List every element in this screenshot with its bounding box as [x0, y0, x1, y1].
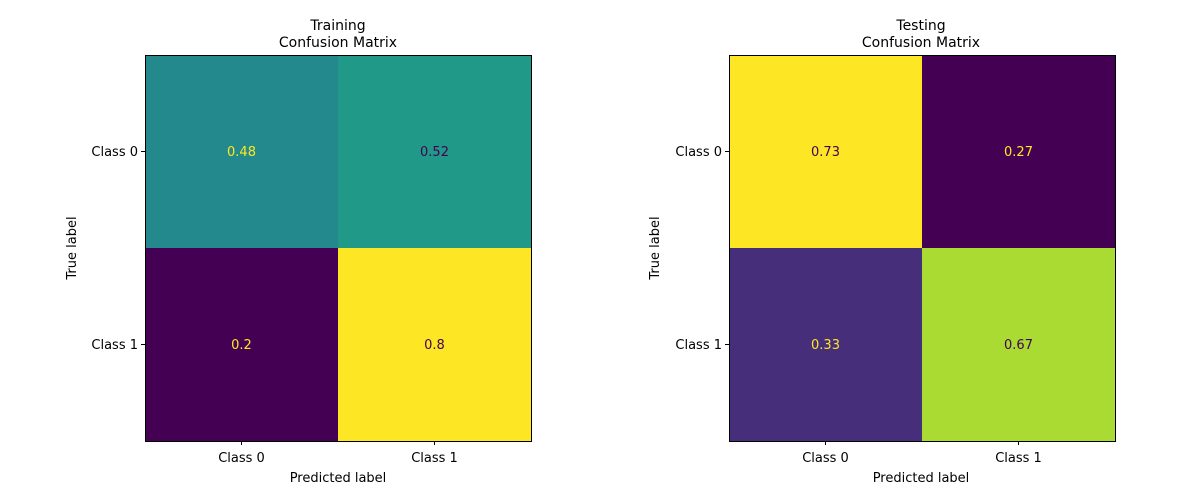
training-title-line2: Confusion Matrix: [279, 35, 397, 51]
testing-y-tick-label-0: Class 0: [675, 145, 722, 160]
testing-cell-r0-c1: [922, 55, 1116, 249]
training-x-tick-label-0: Class 0: [218, 451, 265, 466]
training-x-tick-label-1: Class 1: [411, 451, 458, 466]
testing-title-line2: Confusion Matrix: [862, 35, 980, 51]
testing-x-tick-label-0: Class 0: [802, 451, 849, 466]
training-y-axis-label: True label: [65, 216, 80, 280]
training-cell-r1-c1: [338, 248, 532, 442]
testing-heatmap-cells: 0.73 0.27 0.33 0.67: [729, 55, 1116, 442]
training-plot-frame: [145, 55, 532, 442]
training-y-tick-label-0: Class 0: [91, 145, 138, 160]
testing-cell-value-r1-c1: 0.67: [1004, 338, 1033, 353]
testing-confusion-matrix-panel: Testing Confusion Matrix 0.73 0.27 0.33 0.6…: [648, 18, 1116, 486]
training-y-tick-label-1: Class 1: [91, 338, 138, 353]
testing-y-axis-label: True label: [648, 216, 663, 280]
training-heatmap-cells: 0.48 0.52 0.2 0.8: [145, 55, 532, 442]
training-cell-r0-c1: [338, 55, 532, 249]
training-cell-value-r0-c1: 0.52: [420, 145, 449, 160]
testing-cell-r0-c0: [729, 55, 923, 249]
training-axis-ticks: Class 0 Class 1 Class 0 Class 1: [91, 145, 457, 466]
testing-cell-r1-c0: [729, 248, 923, 442]
training-confusion-matrix-panel: Training Confusion Matrix 0.48 0.52 0.2 0.8…: [65, 18, 532, 486]
training-x-axis-label: Predicted label: [290, 471, 387, 486]
training-cell-value-r1-c0: 0.2: [231, 338, 252, 353]
testing-cell-value-r0-c1: 0.27: [1004, 145, 1033, 160]
training-cell-r1-c0: [145, 248, 339, 442]
testing-x-tick-label-1: Class 1: [995, 451, 1042, 466]
training-cell-value-r0-c0: 0.48: [227, 145, 256, 160]
testing-cell-value-r0-c0: 0.73: [811, 145, 840, 160]
testing-x-axis-label: Predicted label: [873, 471, 970, 486]
training-cell-r0-c0: [145, 55, 339, 249]
testing-title-line1: Testing: [895, 18, 945, 34]
testing-axis-ticks: Class 0 Class 1 Class 0 Class 1: [675, 145, 1041, 466]
testing-y-tick-label-1: Class 1: [675, 338, 722, 353]
training-title-line1: Training: [309, 18, 365, 34]
testing-cell-r1-c1: [922, 248, 1116, 442]
testing-cell-value-r1-c0: 0.33: [811, 338, 840, 353]
testing-plot-frame: [729, 55, 1116, 442]
training-cell-value-r1-c1: 0.8: [424, 338, 445, 353]
